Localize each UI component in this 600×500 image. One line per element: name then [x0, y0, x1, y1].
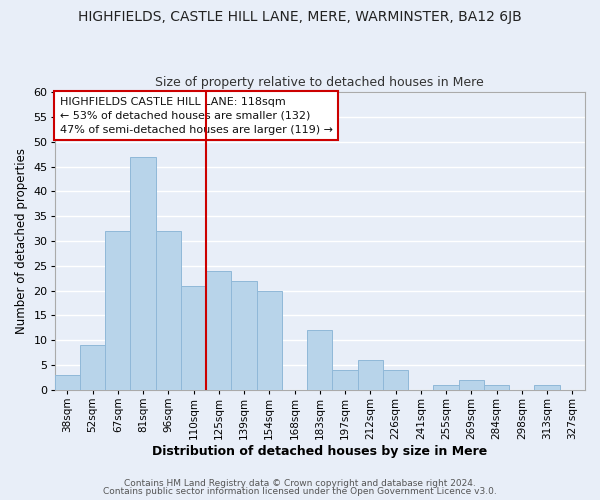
Bar [332, 370, 358, 390]
Title: Size of property relative to detached houses in Mere: Size of property relative to detached ho… [155, 76, 484, 90]
X-axis label: Distribution of detached houses by size in Mere: Distribution of detached houses by size … [152, 444, 487, 458]
Bar [307, 330, 332, 390]
Bar [383, 370, 408, 390]
Bar [55, 375, 80, 390]
Bar [535, 385, 560, 390]
Bar [459, 380, 484, 390]
Text: HIGHFIELDS, CASTLE HILL LANE, MERE, WARMINSTER, BA12 6JB: HIGHFIELDS, CASTLE HILL LANE, MERE, WARM… [78, 10, 522, 24]
Bar [232, 280, 257, 390]
Bar [433, 385, 459, 390]
Bar [206, 270, 232, 390]
Bar [105, 231, 130, 390]
Y-axis label: Number of detached properties: Number of detached properties [15, 148, 28, 334]
Bar [484, 385, 509, 390]
Bar [181, 286, 206, 390]
Text: Contains HM Land Registry data © Crown copyright and database right 2024.: Contains HM Land Registry data © Crown c… [124, 478, 476, 488]
Bar [358, 360, 383, 390]
Bar [130, 156, 155, 390]
Bar [80, 345, 105, 390]
Text: HIGHFIELDS CASTLE HILL LANE: 118sqm
← 53% of detached houses are smaller (132)
4: HIGHFIELDS CASTLE HILL LANE: 118sqm ← 53… [60, 96, 333, 134]
Bar [257, 290, 282, 390]
Bar [155, 231, 181, 390]
Text: Contains public sector information licensed under the Open Government Licence v3: Contains public sector information licen… [103, 487, 497, 496]
